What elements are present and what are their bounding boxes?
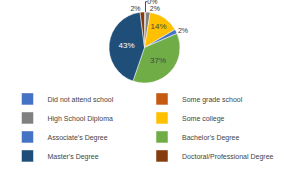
svg-text:0%: 0% — [147, 0, 157, 5]
svg-text:Doctoral/Professional Degree: Doctoral/Professional Degree — [182, 153, 274, 161]
svg-text:37%: 37% — [150, 56, 166, 65]
svg-text:2%: 2% — [150, 5, 160, 12]
svg-text:Some grade school: Some grade school — [182, 96, 243, 104]
svg-text:Did not attend school: Did not attend school — [48, 96, 114, 103]
svg-text:2%: 2% — [130, 5, 140, 12]
svg-text:Bachelor's Degree: Bachelor's Degree — [182, 134, 239, 142]
svg-text:43%: 43% — [119, 41, 135, 50]
svg-text:14%: 14% — [151, 22, 167, 31]
svg-text:Master's Degree: Master's Degree — [48, 153, 99, 161]
svg-text:Some college: Some college — [182, 115, 225, 123]
svg-text:2%: 2% — [178, 27, 188, 34]
svg-text:Associate's Degree: Associate's Degree — [48, 134, 108, 142]
svg-text:High School Diploma: High School Diploma — [48, 115, 113, 123]
